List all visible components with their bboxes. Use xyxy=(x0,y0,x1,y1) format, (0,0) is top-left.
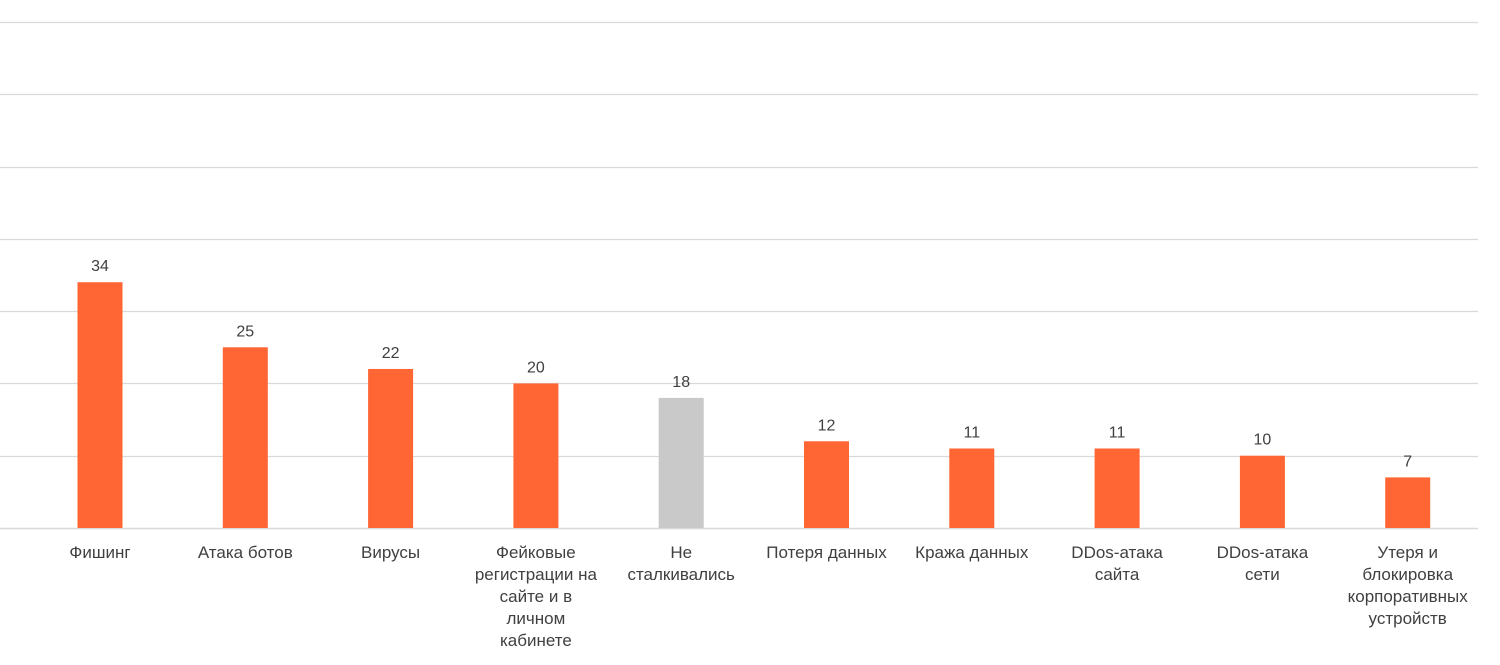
data-label: 25 xyxy=(236,323,254,340)
bars xyxy=(77,282,1431,528)
bar xyxy=(658,397,704,528)
x-tick-label-line: Фейковые xyxy=(496,543,576,562)
x-tick-label-line: Кража данных xyxy=(915,543,1029,562)
x-tick-label-line: сайта xyxy=(1094,565,1140,584)
x-tick-label-line: сайте и в xyxy=(499,587,573,606)
x-tick-label: Кража данных xyxy=(897,542,1047,564)
x-tick-label-line: кабинете xyxy=(499,631,572,650)
data-label: 20 xyxy=(527,359,545,376)
x-tick-label-line: Фишинг xyxy=(69,543,131,562)
x-tick-label-line: Утеря и xyxy=(1377,543,1438,562)
data-label: 22 xyxy=(382,345,400,362)
data-label: 10 xyxy=(1254,432,1272,449)
gridlines xyxy=(0,21,1478,530)
data-label: 11 xyxy=(963,424,980,441)
bar xyxy=(77,282,123,528)
x-tick-label-line: Атака ботов xyxy=(197,543,293,562)
x-tick-label: Фишинг xyxy=(25,542,175,564)
value-labels: 34 25 22 20 18 12 11 11 10 7 xyxy=(91,258,1412,470)
x-tick-label: Вирусы xyxy=(316,542,466,564)
data-label: 7 xyxy=(1403,453,1412,470)
x-tick-label: Утеря и блокировка корпоративных устройств xyxy=(1333,542,1483,630)
bar xyxy=(1094,448,1140,528)
bar xyxy=(368,368,414,528)
bar xyxy=(222,347,268,528)
x-tick-label-line: DDos-атака xyxy=(1216,543,1309,562)
x-tick-label-line: сталкивались xyxy=(627,565,735,584)
x-tick-label: DDos-атака сайта xyxy=(1042,542,1192,586)
data-label: 12 xyxy=(818,417,836,434)
x-tick-label-line: DDos-атака xyxy=(1071,543,1163,562)
x-tick-label-line: личном xyxy=(506,609,566,628)
x-tick-label: Фейковые регистрации на сайте и в личном каб… xyxy=(461,542,611,652)
x-tick-label-line: сети xyxy=(1245,565,1280,584)
x-tick-label-line: блокировка xyxy=(1362,565,1454,584)
x-tick-label-line: регистрации на xyxy=(474,565,597,584)
data-label: 18 xyxy=(672,374,690,391)
x-tick-label: DDos-атака сети xyxy=(1187,542,1337,586)
bar xyxy=(949,448,995,528)
x-tick-label: Не сталкивались xyxy=(606,542,756,586)
x-tick-label-line: Не xyxy=(670,543,693,562)
bar xyxy=(804,441,849,528)
x-tick-label: Потеря данных xyxy=(752,542,902,564)
bar xyxy=(1239,455,1285,528)
bar xyxy=(1385,477,1431,528)
x-tick-label-line: устройств xyxy=(1368,609,1447,628)
x-tick-label-line: Вирусы xyxy=(361,543,421,562)
data-label: 11 xyxy=(1109,424,1126,441)
bar xyxy=(513,383,559,528)
x-tick-label-line: корпоративных xyxy=(1347,587,1468,606)
x-tick-label-line: Потеря данных xyxy=(766,543,887,562)
x-tick-label: Атака ботов xyxy=(170,542,320,564)
data-label: 34 xyxy=(91,258,109,275)
